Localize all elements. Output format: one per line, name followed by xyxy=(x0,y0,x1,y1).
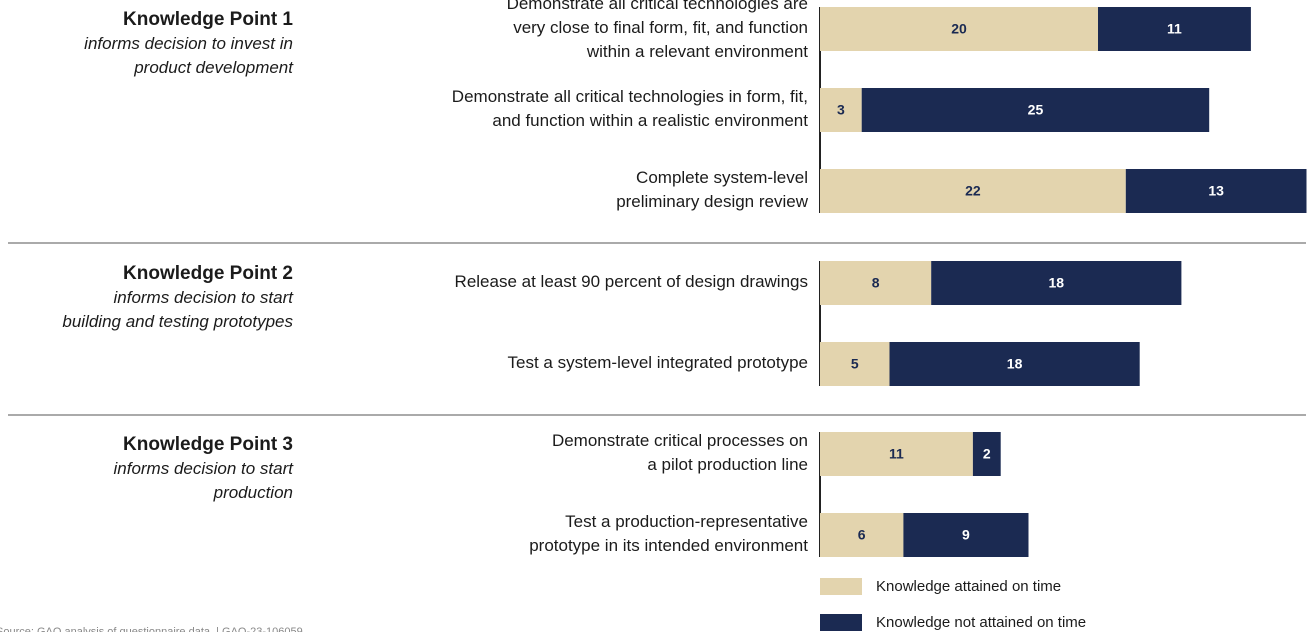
group-subtitle: informs decision to invest in product dev… xyxy=(84,34,294,77)
bar-value-label: 22 xyxy=(965,183,981,199)
bar-value-label: 6 xyxy=(858,527,866,543)
source: Source: GAO analysis of questionnaire da… xyxy=(0,626,303,632)
bar-value-label: 13 xyxy=(1208,183,1224,199)
legend-label: Knowledge not attained on time xyxy=(876,614,1086,631)
bar-value-label: 5 xyxy=(851,356,859,372)
bar-value-label: 18 xyxy=(1049,275,1065,291)
category-label: Demonstrate all critical technologies ar… xyxy=(507,0,809,61)
bar-value-label: 2 xyxy=(983,446,991,462)
group-subtitle: informs decision to start building and te… xyxy=(62,288,294,331)
bar-value-label: 9 xyxy=(962,527,970,543)
bar-value-label: 3 xyxy=(837,102,845,118)
bar-segment xyxy=(820,88,862,132)
bar-segment xyxy=(861,88,1210,132)
category-label: Demonstrate all critical technologies in… xyxy=(452,87,808,130)
group-subtitle: informs decision to start production xyxy=(113,459,294,502)
category-label: Test a production-representative prototyp… xyxy=(529,512,808,555)
group-title: Knowledge Point 1 xyxy=(123,9,293,30)
bar-segment xyxy=(1098,7,1251,51)
bar-segment xyxy=(889,342,1140,386)
bar-value-label: 25 xyxy=(1028,102,1044,118)
group-title: Knowledge Point 2 xyxy=(123,263,293,284)
group-title: Knowledge Point 3 xyxy=(123,434,293,455)
bar-segment xyxy=(903,513,1029,557)
category-label: Test a system-level integrated prototype xyxy=(508,353,808,372)
legend-label: Knowledge attained on time xyxy=(876,578,1061,595)
bar-value-label: 20 xyxy=(951,21,967,37)
bar-segment xyxy=(972,432,1001,476)
bar-value-label: 11 xyxy=(889,446,904,462)
bar-segment xyxy=(820,513,904,557)
category-label: Release at least 90 percent of design dr… xyxy=(455,272,808,291)
bar-segment xyxy=(931,261,1182,305)
bar-value-label: 8 xyxy=(872,275,880,291)
bar-segment xyxy=(820,7,1098,51)
bar-segment xyxy=(1125,169,1307,213)
bar-value-label: 18 xyxy=(1007,356,1023,372)
legend-swatch xyxy=(820,578,862,595)
legend-swatch xyxy=(820,614,862,631)
category-label: Demonstrate critical processes on a pilot… xyxy=(552,431,808,474)
category-label: Complete system-level preliminary design … xyxy=(616,168,809,211)
bar-segment xyxy=(820,342,890,386)
bar-segment xyxy=(820,169,1126,213)
bar-segment xyxy=(820,432,973,476)
bar-value-label: 11 xyxy=(1167,21,1182,37)
bar-segment xyxy=(820,261,932,305)
